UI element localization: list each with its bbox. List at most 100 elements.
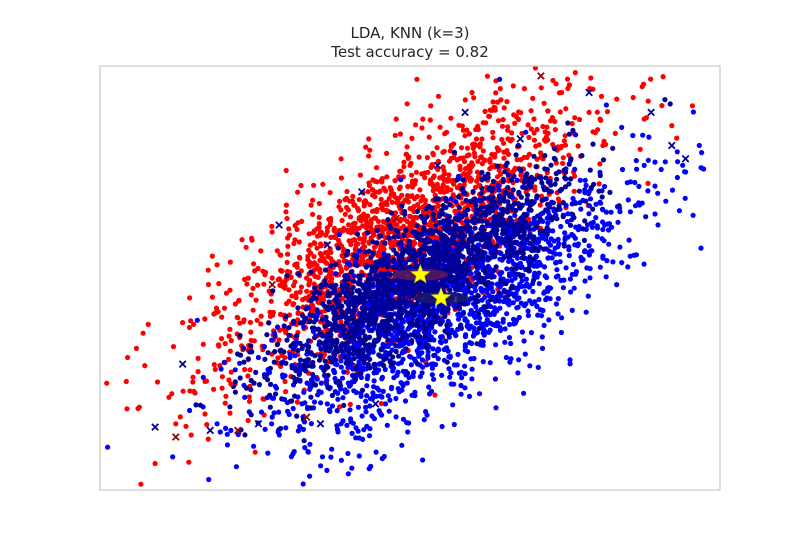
class-0-point <box>540 123 546 130</box>
class-1-misclassified-point <box>371 340 377 346</box>
class-1-misclassified-point <box>375 288 381 294</box>
class-0-point <box>420 116 426 122</box>
class-1-misclassified-point <box>356 281 362 287</box>
class-1-point <box>569 307 575 313</box>
class-1-point <box>345 365 351 371</box>
class-0-point <box>177 414 183 420</box>
class-1-point <box>636 183 642 189</box>
class-1-point <box>481 332 487 338</box>
class-1-misclassified-point <box>542 153 548 159</box>
class-0-point <box>211 362 217 368</box>
class-1-point <box>522 283 528 289</box>
class-1-misclassified-point <box>448 273 454 279</box>
class-1-misclassified-point <box>359 387 366 393</box>
class-1-point <box>391 375 397 381</box>
class-0-point <box>435 93 442 99</box>
class-1-point <box>371 416 377 422</box>
class-1-point <box>568 289 574 295</box>
class-0-point <box>424 155 430 161</box>
class-1-point <box>455 351 461 357</box>
class-1-point <box>539 345 546 351</box>
class-0-point <box>487 159 493 165</box>
class-1-misclassified-point <box>297 320 303 326</box>
class-1-point <box>350 420 356 426</box>
class-1-misclassified-point <box>433 280 439 286</box>
class-1-misclassified-point <box>545 179 552 185</box>
class-0-point <box>212 366 218 372</box>
class-0-point <box>373 165 380 171</box>
class-0-point <box>471 141 477 147</box>
class-1-misclassified-point <box>521 179 527 185</box>
class-1-misclassified-point <box>481 304 487 310</box>
class-0-point <box>545 108 551 114</box>
class-1-misclassified-point <box>552 146 558 152</box>
class-1-point <box>478 338 485 344</box>
class-0-point <box>564 76 571 82</box>
class-0-point <box>518 157 524 163</box>
class-0-point <box>504 99 510 105</box>
class-1-misclassified-point <box>414 223 420 229</box>
class-1-point <box>508 340 514 347</box>
class-0-point <box>501 155 507 161</box>
class-1-point <box>455 316 462 322</box>
class-1-misclassified-point <box>388 210 395 216</box>
class-1-misclassified-point <box>435 241 441 247</box>
class-1-misclassified-point <box>403 302 409 308</box>
class-1-point <box>593 201 599 207</box>
class-0-point <box>205 281 212 288</box>
class-1-misclassified-point <box>247 349 253 355</box>
class-1-misclassified-point <box>465 218 471 224</box>
class-1-misclassified-point <box>321 342 327 348</box>
class-0-point <box>381 185 387 191</box>
class-1-misclassified-point <box>369 327 375 334</box>
class-1-misclassified-point <box>393 348 399 355</box>
class-0-point <box>187 388 193 394</box>
class-1-misclassified-point <box>732 88 737 93</box>
class-1-point <box>530 288 536 295</box>
class-1-misclassified-point <box>520 184 526 190</box>
class-0-point <box>444 129 450 135</box>
class-0-point <box>236 297 242 303</box>
class-0-point <box>195 369 201 375</box>
class-1-misclassified-point <box>449 227 455 233</box>
class-0-point <box>222 400 228 406</box>
class-1-misclassified-point <box>501 240 507 246</box>
class-1-misclassified-point <box>545 201 551 208</box>
class-1-misclassified-point <box>565 120 571 126</box>
class-0-point <box>367 223 373 230</box>
class-1-misclassified-point <box>406 257 413 263</box>
class-0-point <box>430 174 436 181</box>
class-1-point <box>555 236 561 242</box>
class-1-misclassified-point <box>384 254 390 261</box>
class-1-misclassified-point <box>333 357 339 363</box>
class-1-misclassified-point <box>241 359 247 365</box>
class-1-point <box>560 285 567 291</box>
class-1-point <box>624 180 630 186</box>
class-1-point <box>523 276 530 282</box>
class-0-point <box>356 197 362 203</box>
class-0-point <box>337 198 343 204</box>
class-0-point <box>202 411 208 417</box>
class-0-point <box>64 459 69 464</box>
class-1-misclassified-point <box>312 335 318 341</box>
class-0-point <box>186 324 192 331</box>
class-1-misclassified-point <box>479 224 485 230</box>
class-0-point <box>417 187 423 193</box>
class-1-misclassified-point <box>412 250 418 256</box>
class-0-point <box>268 298 274 304</box>
class-1-misclassified-point <box>508 285 514 291</box>
class-1-misclassified-point <box>389 317 395 323</box>
class-1-point <box>615 219 621 225</box>
class-1-misclassified-point <box>446 245 452 251</box>
class-1-point <box>626 237 632 243</box>
class-0-point <box>446 172 452 178</box>
class-0-point <box>154 379 161 385</box>
class-0-point <box>202 378 208 384</box>
chart-title: LDA, KNN (k=3) <box>351 24 470 42</box>
class-1-point <box>557 251 563 257</box>
class-1-misclassified-point <box>407 285 413 291</box>
class-0-point <box>538 85 544 91</box>
class-1-misclassified-point <box>317 339 323 345</box>
class-1-point <box>497 256 503 262</box>
class-1-misclassified-point <box>281 323 287 329</box>
